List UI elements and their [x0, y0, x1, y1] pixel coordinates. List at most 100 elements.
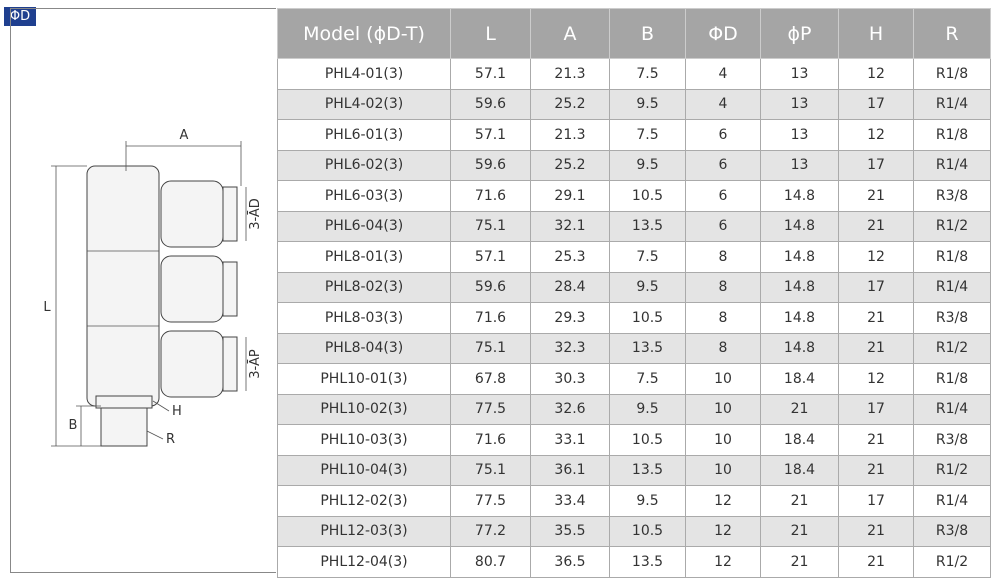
table-cell: 21: [760, 485, 839, 517]
table-row: PHL10-03(3) 71.6 33.1 10.5 10 18.4 21 R3/8: [277, 424, 991, 456]
table-cell: 77.2: [450, 515, 531, 547]
table-cell: 21: [760, 515, 839, 547]
table-cell: 75.1: [450, 454, 531, 486]
table-cell: 9.5: [609, 271, 686, 303]
table-cell: 32.3: [530, 332, 610, 364]
label-h: H: [172, 404, 182, 419]
table-cell: 29.3: [530, 302, 610, 334]
table-cell: 14.8: [760, 271, 839, 303]
table-cell: PHL10-02(3): [277, 393, 451, 425]
table-cell: 10.5: [609, 515, 686, 547]
table-cell: 13: [760, 88, 839, 120]
header-row: Model (ϕD-T) L A B ΦD ϕP H R: [277, 8, 991, 59]
table-row: PHL12-04(3) 80.7 36.5 13.5 12 21 21 R1/2: [277, 546, 991, 578]
table-cell: PHL10-04(3): [277, 454, 451, 486]
table-cell: 32.1: [530, 210, 610, 242]
table-cell: 35.5: [530, 515, 610, 547]
table-cell: PHL8-02(3): [277, 271, 451, 303]
table-cell: 21: [760, 546, 839, 578]
table-cell: R1/4: [913, 393, 991, 425]
table-cell: R1/8: [913, 363, 991, 395]
table-cell: 71.6: [450, 302, 531, 334]
header-cell: ϕP: [760, 8, 839, 59]
table-cell: 57.1: [450, 119, 531, 151]
table-cell: 14.8: [760, 302, 839, 334]
table-cell: R1/4: [913, 271, 991, 303]
table-cell: 28.4: [530, 271, 610, 303]
table-cell: 9.5: [609, 149, 686, 181]
table-cell: 21: [838, 302, 914, 334]
diagram-panel: A L B H R 3-ĀD 3-ĀP: [10, 8, 276, 573]
table-cell: 17: [838, 149, 914, 181]
table-cell: PHL6-02(3): [277, 149, 451, 181]
table-cell: 30.3: [530, 363, 610, 395]
table-cell: 33.1: [530, 424, 610, 456]
table-cell: PHL8-04(3): [277, 332, 451, 364]
table-cell: R1/4: [913, 149, 991, 181]
badge: ΦD: [4, 7, 36, 26]
table-cell: 21.3: [530, 119, 610, 151]
table-cell: 12: [838, 119, 914, 151]
header-cell: A: [530, 8, 610, 59]
table-cell: 59.6: [450, 271, 531, 303]
table-cell: 7.5: [609, 119, 686, 151]
table-cell: 21: [838, 332, 914, 364]
table-row: PHL8-01(3) 57.1 25.3 7.5 8 14.8 12 R1/8: [277, 241, 991, 273]
table-row: PHL10-02(3) 77.5 32.6 9.5 10 21 17 R1/4: [277, 393, 991, 425]
table-cell: 77.5: [450, 393, 531, 425]
table-cell: 18.4: [760, 454, 839, 486]
table-cell: 13.5: [609, 546, 686, 578]
table-cell: 17: [838, 485, 914, 517]
table-cell: 14.8: [760, 210, 839, 242]
table-row: PHL6-01(3) 57.1 21.3 7.5 6 13 12 R1/8: [277, 119, 991, 151]
table-cell: 75.1: [450, 332, 531, 364]
table-row: PHL6-03(3) 71.6 29.1 10.5 6 14.8 21 R3/8: [277, 180, 991, 212]
table-cell: 13: [760, 119, 839, 151]
table-row: PHL6-04(3) 75.1 32.1 13.5 6 14.8 21 R1/2: [277, 210, 991, 242]
table-cell: R1/4: [913, 88, 991, 120]
table-cell: R3/8: [913, 515, 991, 547]
table-cell: 25.2: [530, 88, 610, 120]
diagram: A L B H R 3-ĀD 3-ĀP: [43, 128, 263, 447]
table-cell: 10: [685, 454, 761, 486]
table-row: PHL12-02(3) 77.5 33.4 9.5 12 21 17 R1/4: [277, 485, 991, 517]
table-cell: 80.7: [450, 546, 531, 578]
table-cell: 13.5: [609, 454, 686, 486]
table-cell: 9.5: [609, 393, 686, 425]
table-cell: PHL10-01(3): [277, 363, 451, 395]
table-cell: R3/8: [913, 424, 991, 456]
table-cell: R1/2: [913, 210, 991, 242]
table-row: PHL4-02(3) 59.6 25.2 9.5 4 13 17 R1/4: [277, 88, 991, 120]
table-cell: 17: [838, 271, 914, 303]
table-cell: 12: [685, 515, 761, 547]
table-row: PHL4-01(3) 57.1 21.3 7.5 4 13 12 R1/8: [277, 58, 991, 90]
label-p: 3-ĀP: [248, 349, 263, 379]
table-cell: R1/2: [913, 332, 991, 364]
table-cell: PHL4-02(3): [277, 88, 451, 120]
table-cell: 6: [685, 149, 761, 181]
label-l: L: [43, 300, 51, 315]
table-cell: 10.5: [609, 180, 686, 212]
table-cell: 9.5: [609, 485, 686, 517]
table-cell: 13: [760, 149, 839, 181]
table-cell: 67.8: [450, 363, 531, 395]
table-cell: R1/8: [913, 241, 991, 273]
table-cell: 21: [838, 424, 914, 456]
spec-table: Model (ϕD-T) L A B ΦD ϕP H R PHL4-01(3) 57.1 21.3…: [277, 8, 991, 578]
table-cell: R1/4: [913, 485, 991, 517]
table-cell: 8: [685, 271, 761, 303]
table-cell: 4: [685, 88, 761, 120]
table-cell: 14.8: [760, 332, 839, 364]
table-cell: 29.1: [530, 180, 610, 212]
table-row: PHL10-04(3) 75.1 36.1 13.5 10 18.4 21 R1/2: [277, 454, 991, 486]
label-r: R: [166, 432, 175, 447]
table-cell: 75.1: [450, 210, 531, 242]
table-cell: 13.5: [609, 332, 686, 364]
table-row: PHL8-02(3) 59.6 28.4 9.5 8 14.8 17 R1/4: [277, 271, 991, 303]
table-cell: 12: [838, 363, 914, 395]
table-cell: 12: [685, 546, 761, 578]
table-cell: PHL12-03(3): [277, 515, 451, 547]
table-cell: 36.1: [530, 454, 610, 486]
table-cell: 25.2: [530, 149, 610, 181]
header-cell: L: [450, 8, 531, 59]
